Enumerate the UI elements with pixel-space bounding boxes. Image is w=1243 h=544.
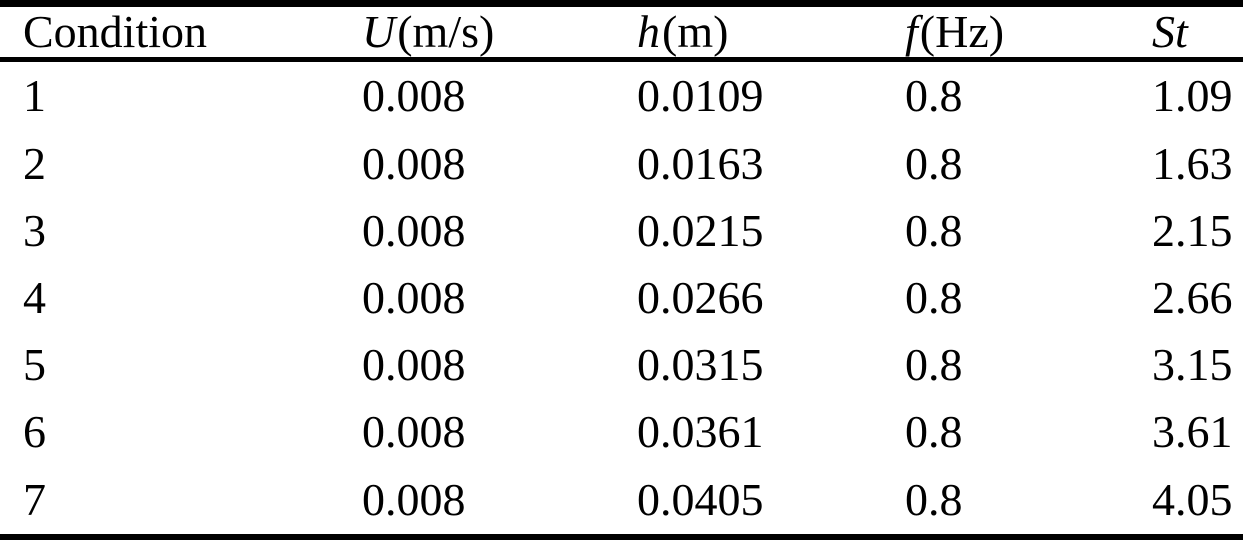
cell-condition: 1	[23, 70, 46, 122]
strouhal-symbol: St	[1152, 6, 1188, 57]
cell-depth: 0.0405	[637, 473, 764, 525]
column-header-condition: Condition	[0, 4, 362, 60]
table-row: 2 0.008 0.0163 0.8 1.63	[0, 130, 1243, 197]
cell-velocity: 0.008	[362, 204, 466, 256]
depth-symbol: h	[637, 6, 660, 57]
cell-depth: 0.0215	[637, 204, 764, 256]
condition-header-label: Condition	[23, 6, 208, 57]
cell-strouhal: 2.66	[1152, 271, 1233, 323]
cell-frequency: 0.8	[905, 473, 963, 525]
table-row: 3 0.008 0.0215 0.8 2.15	[0, 197, 1243, 264]
table-row: 4 0.008 0.0266 0.8 2.66	[0, 264, 1243, 331]
cell-frequency: 0.8	[905, 338, 963, 390]
cell-condition: 4	[23, 271, 46, 323]
cell-depth: 0.0163	[637, 137, 764, 189]
cell-condition: 7	[23, 473, 46, 525]
cell-frequency: 0.8	[905, 70, 963, 122]
cell-strouhal: 1.63	[1152, 137, 1233, 189]
depth-unit: (m)	[662, 6, 729, 57]
table-row: 1 0.008 0.0109 0.8 1.09	[0, 60, 1243, 131]
cell-frequency: 0.8	[905, 137, 963, 189]
cell-velocity: 0.008	[362, 70, 466, 122]
cell-velocity: 0.008	[362, 473, 466, 525]
cell-depth: 0.0266	[637, 271, 764, 323]
velocity-unit: (m/s)	[397, 6, 495, 57]
cell-strouhal: 2.15	[1152, 204, 1233, 256]
cell-condition: 5	[23, 338, 46, 390]
frequency-symbol: f	[905, 6, 918, 57]
cell-depth: 0.0315	[637, 338, 764, 390]
cell-frequency: 0.8	[905, 405, 963, 457]
column-header-velocity: U(m/s)	[362, 4, 637, 60]
cell-velocity: 0.008	[362, 338, 466, 390]
velocity-symbol: U	[362, 6, 396, 57]
column-header-frequency: f(Hz)	[905, 4, 1152, 60]
cell-strouhal: 3.61	[1152, 405, 1233, 457]
column-header-strouhal: St	[1152, 4, 1243, 60]
table-row: 7 0.008 0.0405 0.8 4.05	[0, 466, 1243, 537]
cell-condition: 6	[23, 405, 46, 457]
cell-strouhal: 3.15	[1152, 338, 1233, 390]
frequency-unit: (Hz)	[919, 6, 1005, 57]
header-row: Condition U(m/s) h(m) f(Hz) St	[0, 4, 1243, 60]
cell-depth: 0.0361	[637, 405, 764, 457]
cell-velocity: 0.008	[362, 405, 466, 457]
cell-frequency: 0.8	[905, 204, 963, 256]
cell-velocity: 0.008	[362, 271, 466, 323]
table-row: 6 0.008 0.0361 0.8 3.61	[0, 398, 1243, 465]
table-body: 1 0.008 0.0109 0.8 1.09 2 0.008 0.0163 0.8 1.63 3 0…	[0, 60, 1243, 538]
cell-condition: 2	[23, 137, 46, 189]
column-header-depth: h(m)	[637, 4, 905, 60]
cell-frequency: 0.8	[905, 271, 963, 323]
cell-strouhal: 4.05	[1152, 473, 1233, 525]
cell-depth: 0.0109	[637, 70, 764, 122]
cell-velocity: 0.008	[362, 137, 466, 189]
table-row: 5 0.008 0.0315 0.8 3.15	[0, 331, 1243, 398]
cell-condition: 3	[23, 204, 46, 256]
cell-strouhal: 1.09	[1152, 70, 1233, 122]
